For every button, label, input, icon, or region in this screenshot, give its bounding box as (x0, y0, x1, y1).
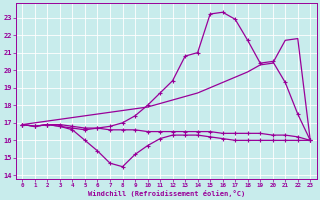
X-axis label: Windchill (Refroidissement éolien,°C): Windchill (Refroidissement éolien,°C) (88, 190, 245, 197)
